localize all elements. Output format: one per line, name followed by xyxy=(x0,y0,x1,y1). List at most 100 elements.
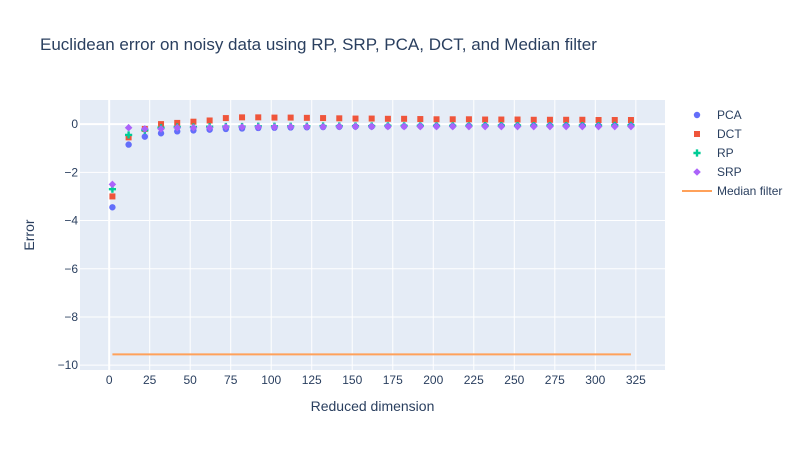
x-tick-label: 250 xyxy=(504,373,524,387)
x-tick-label: 0 xyxy=(106,373,113,387)
dct-point xyxy=(368,115,375,122)
dct-point xyxy=(498,116,505,123)
srp-point xyxy=(141,125,149,133)
dct-point xyxy=(206,117,213,124)
x-axis-title: Reduced dimension xyxy=(311,398,435,414)
srp-point xyxy=(384,122,392,131)
legend-item-srp[interactable]: SRP xyxy=(693,165,742,179)
srp-point xyxy=(157,125,165,133)
legend-label: RP xyxy=(717,146,734,160)
grid xyxy=(80,100,665,370)
srp-point xyxy=(303,122,311,131)
srp-point xyxy=(286,122,295,131)
x-tick-label: 225 xyxy=(464,373,484,387)
dct-point xyxy=(222,115,229,122)
x-tick-label: 50 xyxy=(184,373,198,387)
srp-point xyxy=(578,122,587,131)
x-tick-label: 100 xyxy=(261,373,281,387)
srp-point xyxy=(562,122,570,131)
dct-point xyxy=(174,119,181,126)
dct-point xyxy=(530,116,537,123)
legend-label: DCT xyxy=(717,127,742,141)
srp-point xyxy=(270,123,279,131)
dct-point xyxy=(109,193,116,200)
x-tick-label: 25 xyxy=(143,373,157,387)
y-tick-label: −4 xyxy=(64,214,78,228)
dct-point xyxy=(303,114,310,121)
srp-point xyxy=(546,122,554,131)
dct-point xyxy=(627,117,634,124)
srp-point xyxy=(222,123,230,131)
dct-point xyxy=(579,116,586,123)
srp-point xyxy=(400,122,408,131)
dct-point xyxy=(482,116,489,123)
y-tick-label: −6 xyxy=(64,262,78,276)
srp-point xyxy=(319,122,327,131)
srp-point xyxy=(594,122,603,131)
dct-point xyxy=(417,116,424,123)
dct-point xyxy=(158,121,165,128)
y-tick-label: 0 xyxy=(71,117,78,131)
srp-point xyxy=(108,180,117,189)
x-tick-label: 200 xyxy=(423,373,443,387)
legend-label: Median filter xyxy=(717,184,782,198)
srp-point xyxy=(173,123,182,132)
srp-point xyxy=(367,122,376,131)
dct-point xyxy=(384,115,391,122)
srp-point xyxy=(513,122,522,131)
dct-point xyxy=(595,117,602,124)
srp-point xyxy=(497,122,506,131)
legend-item-pca[interactable]: PCA xyxy=(693,108,742,122)
x-tick-label: 150 xyxy=(342,373,362,387)
srp-point xyxy=(465,122,473,131)
srp-point xyxy=(481,122,489,131)
y-tick-label: −10 xyxy=(58,358,79,372)
x-tick-label: 325 xyxy=(626,373,646,387)
legend-item-rp[interactable]: RP xyxy=(693,146,734,160)
dct-point xyxy=(239,114,246,121)
dct-point xyxy=(611,117,618,124)
tick-labels: 0 25 50 75 100 125 150 175 200 225 250 275 300 325 0 −2… xyxy=(58,117,647,387)
legend-item-median-filter[interactable]: Median filter xyxy=(682,184,782,198)
rp-point xyxy=(125,131,133,139)
y-tick-label: −2 xyxy=(64,165,78,179)
legend-item-dct[interactable]: DCT xyxy=(694,127,742,141)
y-axis-title: Error xyxy=(21,219,37,250)
x-tick-label: 300 xyxy=(585,373,605,387)
chart-title: Euclidean error on noisy data using RP, … xyxy=(40,35,597,54)
srp-point xyxy=(351,122,360,131)
legend-label: SRP xyxy=(717,165,742,179)
series-srp xyxy=(108,122,635,189)
dct-point xyxy=(255,114,262,121)
dct-point xyxy=(336,115,343,122)
srp-point xyxy=(205,123,214,132)
legend-label: PCA xyxy=(717,108,742,122)
dct-point xyxy=(352,115,359,122)
dct-point xyxy=(449,116,456,123)
dct-legend-swatch xyxy=(694,131,700,137)
x-tick-label: 75 xyxy=(224,373,238,387)
dct-point xyxy=(546,116,553,123)
srp-point xyxy=(189,123,198,132)
dct-point xyxy=(320,115,327,122)
dct-point xyxy=(287,114,294,121)
dct-point xyxy=(465,116,472,123)
dct-point xyxy=(190,118,197,125)
y-tick-label: −8 xyxy=(64,310,78,324)
series-dct xyxy=(109,114,634,200)
srp-point xyxy=(254,123,263,131)
pca-point xyxy=(109,204,116,211)
pca-legend-swatch xyxy=(693,111,701,119)
dct-point xyxy=(401,115,408,122)
srp-point xyxy=(432,122,441,131)
rp-legend-swatch xyxy=(693,149,701,157)
plot-area xyxy=(80,100,665,370)
dct-point xyxy=(514,116,521,123)
pca-point xyxy=(157,130,165,137)
dct-point xyxy=(563,116,570,123)
legend[interactable]: PCA DCT RP SRP Median filter xyxy=(682,108,782,198)
srp-point xyxy=(448,122,457,131)
dct-point xyxy=(433,116,440,123)
srp-point xyxy=(529,122,538,131)
srp-point xyxy=(610,122,619,131)
